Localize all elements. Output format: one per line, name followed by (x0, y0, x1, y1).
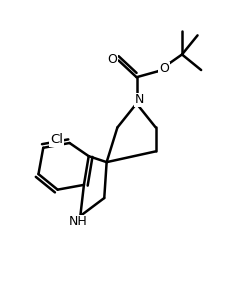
Text: O: O (159, 62, 169, 75)
Text: Cl: Cl (50, 133, 63, 146)
Text: N: N (134, 94, 144, 106)
Text: NH: NH (68, 215, 87, 229)
Text: O: O (108, 53, 118, 66)
